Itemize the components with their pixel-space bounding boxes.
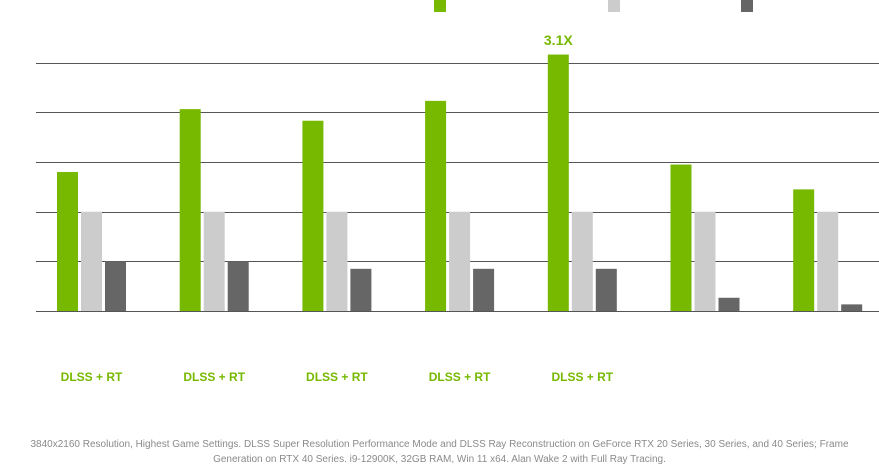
x-tick-label: DLSS + RT [306, 370, 368, 384]
bar-series-1-group-7 [793, 189, 815, 311]
legend-swatch-3 [741, 0, 753, 12]
bar-series-1-group-3 [302, 120, 324, 312]
bar-series-3-group-4 [473, 268, 495, 311]
bar-series-1-group-4 [425, 100, 447, 311]
legend-swatch-1 [434, 0, 446, 12]
x-tick-label: DLSS + RT [551, 370, 614, 384]
bar-series-2-group-2 [203, 211, 225, 311]
bar-series-3-group-7 [841, 304, 863, 311]
x-tick-label: DLSS + RT [428, 370, 491, 384]
footnote-line-1: 3840x2160 Resolution, Highest Game Setti… [30, 439, 849, 450]
bar-series-1-group-2 [179, 109, 201, 312]
bar-series-2-group-3 [326, 211, 348, 311]
bar-series-2-group-4 [449, 211, 471, 311]
legend-swatch-2 [608, 0, 620, 12]
bar-series-3-group-3 [350, 268, 372, 311]
bar-series-1-group-6 [670, 164, 692, 311]
x-tick-label: DLSS + RT [60, 370, 123, 384]
bar-series-3-group-5 [595, 268, 617, 311]
bar-series-1-group-1 [57, 172, 78, 311]
bar-series-3-group-2 [227, 261, 249, 311]
bar-series-1-group-5 [547, 54, 569, 311]
bar-series-3-group-1 [105, 261, 126, 311]
x-tick-label: DLSS + RT [183, 370, 246, 384]
footnote-line-2: Generation on RTX 40 Series. i9-12900K, … [213, 454, 666, 465]
bar-series-2-group-7 [817, 211, 839, 311]
bar-series-2-group-1 [81, 211, 102, 311]
bar-series-3-group-6 [718, 297, 740, 311]
data-label: 3.1X [543, 32, 573, 48]
bar-series-2-group-6 [694, 211, 716, 311]
bar-series-2-group-5 [571, 211, 593, 311]
footnote: 3840x2160 Resolution, Highest Game Setti… [20, 437, 859, 467]
